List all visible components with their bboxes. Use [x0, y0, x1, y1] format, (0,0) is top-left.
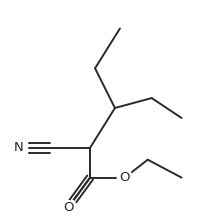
Text: O: O	[120, 171, 130, 184]
Text: N: N	[14, 141, 24, 154]
Text: O: O	[63, 201, 74, 214]
